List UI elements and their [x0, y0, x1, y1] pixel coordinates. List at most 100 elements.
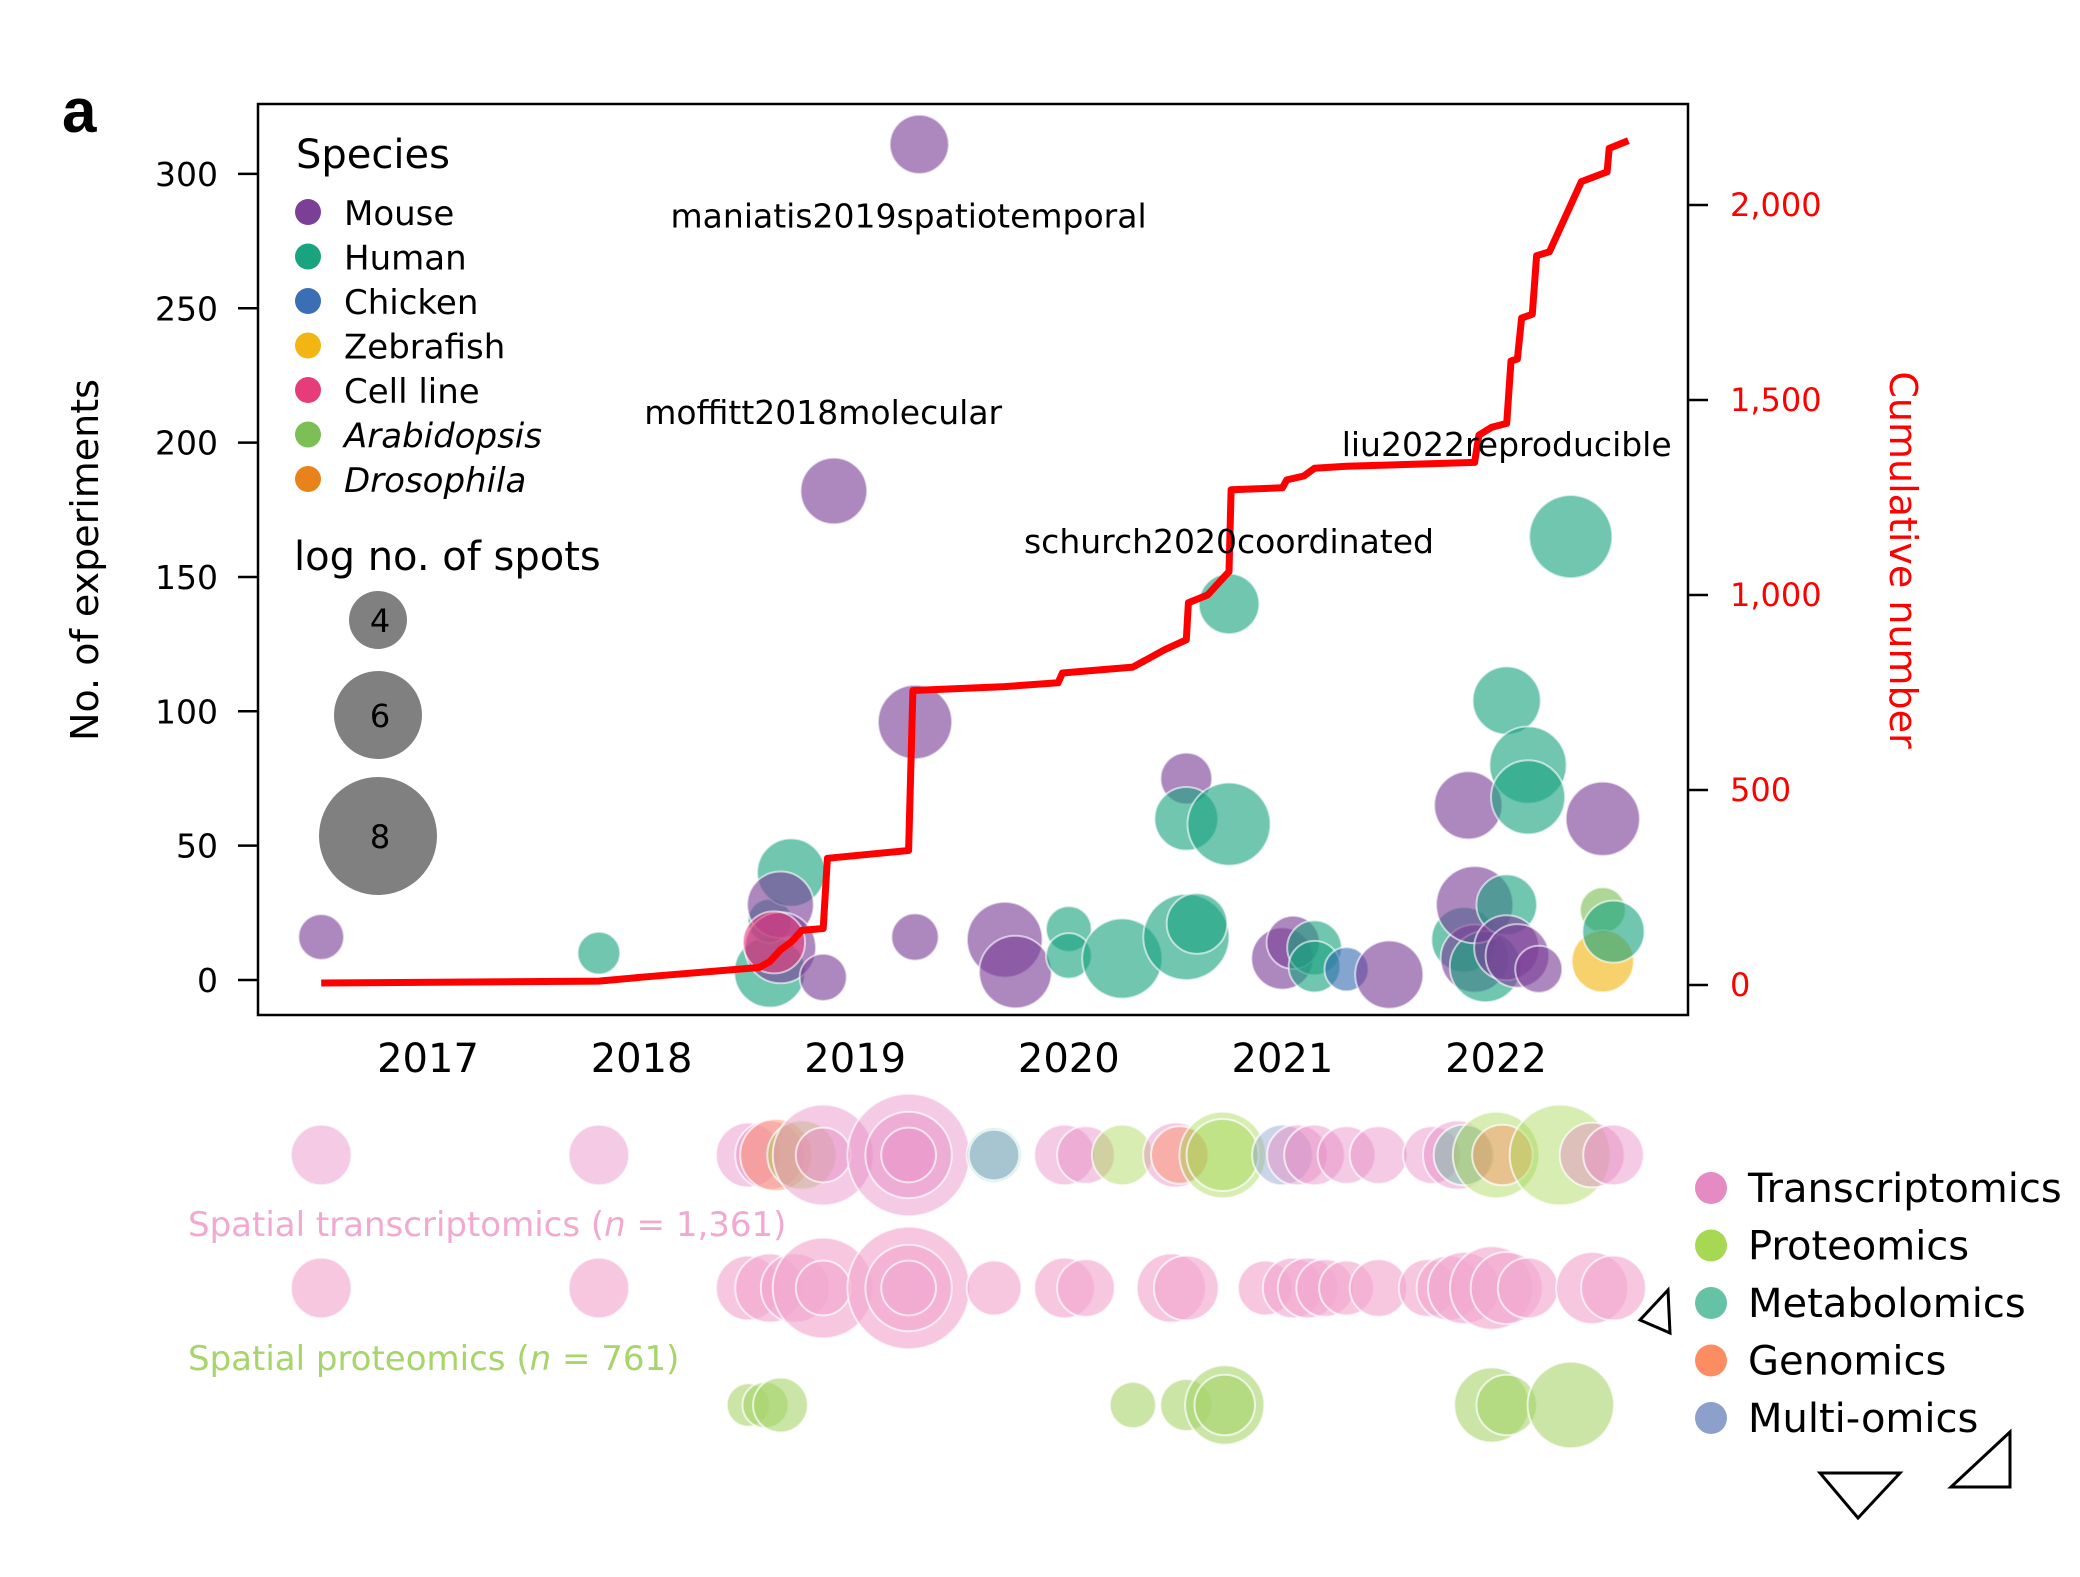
y2-tick-label: 2,000: [1730, 186, 1822, 224]
x-tick-label: 2021: [1232, 1036, 1334, 1082]
strip-bubble-mixed: [567, 1123, 631, 1187]
x-tick-label: 2018: [591, 1036, 693, 1082]
strip-bubble-transcriptomics: [1580, 1254, 1647, 1322]
y2-tick-label: 1,500: [1730, 381, 1822, 419]
cumulative-line-layer: [321, 137, 1630, 987]
y-tick-label: 100: [155, 692, 218, 731]
bubble-mouse: [978, 934, 1053, 1010]
bubble-layer: [297, 113, 1646, 1010]
omics-legend-label: Proteomics: [1748, 1224, 1969, 1270]
omics-swatch-transcriptomics: [1695, 1172, 1727, 1204]
strip-bubble-mixed: [1348, 1125, 1409, 1185]
omics-swatch-metabolomics: [1695, 1287, 1727, 1319]
strip-bubble-mixed: [1316, 1125, 1377, 1185]
size-legend-circle: [334, 671, 422, 759]
strip-bubble-mixed: [1178, 1110, 1267, 1200]
y-tick-label: 50: [176, 827, 218, 866]
y2-axis-label: Cumulative number: [1881, 371, 1925, 749]
size-legend-circle: [349, 591, 407, 649]
study-annotation: moffitt2018molecular: [644, 393, 1002, 432]
size-legend-title: log no. of spots: [294, 534, 601, 580]
bubble-mouse: [1514, 944, 1564, 994]
strip-bubble-proteomics: [1108, 1380, 1157, 1430]
row-label-proteomics: Spatial proteomics (n = 761): [188, 1339, 679, 1379]
strip-bubble-mixed: [739, 1118, 814, 1192]
strip-bubble-mixed: [965, 1126, 1023, 1184]
legend-label: Zebrafish: [344, 328, 505, 368]
bubble-mouse: [1354, 939, 1425, 1010]
legend-swatch-cell-line: [295, 377, 321, 403]
triangle-down-icon: [1816, 1471, 1904, 1521]
bubble-human: [1471, 665, 1542, 736]
legend-swatch-arabidopsis: [295, 421, 321, 448]
annotation-layer: maniatis2019spatiotemporal moffitt2018mol…: [644, 197, 1671, 561]
strip-bubble-mixed: [1471, 1123, 1534, 1187]
strip-bubble-mixed: [1451, 1110, 1541, 1200]
bubble-cell-line: [742, 910, 807, 975]
y-tick-label: 300: [155, 155, 218, 194]
strip-bubble-mixed: [1283, 1123, 1346, 1187]
size-legend: log no. of spots 4 6 8: [294, 534, 601, 895]
x-tick-label: 2019: [804, 1036, 906, 1082]
bubble-human: [1165, 892, 1229, 955]
strip-bubble-mixed: [880, 1126, 937, 1184]
strip-bubble-transcriptomics: [965, 1259, 1023, 1317]
omics-legend-label: Multi-omics: [1748, 1396, 1978, 1442]
bubble-mouse: [799, 456, 869, 526]
legend-label: Arabidopsis: [342, 417, 542, 457]
strip-bubble-transcriptomics: [1496, 1256, 1560, 1320]
y-axis-right: 0 500 1,000 1,500 2,000: [1688, 186, 1822, 1004]
study-annotation: liu2022reproducible: [1342, 425, 1672, 464]
bubble-human: [1581, 899, 1646, 964]
strip-bubble-mixed: [864, 1110, 953, 1200]
strip-layer: [289, 1092, 1647, 1450]
strip-bubble-proteomics: [1526, 1360, 1615, 1450]
legend-swatch-drosophila: [295, 466, 321, 492]
strip-bubble-mixed: [715, 1121, 782, 1189]
omics-legend-label: Genomics: [1748, 1339, 1946, 1385]
legend-swatch-mouse: [295, 199, 321, 225]
omics-swatch-proteomics: [1695, 1229, 1727, 1262]
strip-bubble-mixed: [1185, 1118, 1260, 1192]
strip-bubble-proteomics: [1193, 1373, 1256, 1437]
bubble-mouse: [1564, 780, 1641, 857]
bubble-human: [1490, 759, 1567, 836]
omics-legend-label: Metabolomics: [1748, 1281, 2026, 1327]
strip-bubble-mixed: [967, 1128, 1021, 1182]
x-tick-label: 2022: [1445, 1036, 1547, 1082]
y2-tick-label: 1,000: [1730, 576, 1822, 614]
strip-bubble-mixed: [1266, 1123, 1329, 1187]
strip-bubble-transcriptomics: [1056, 1258, 1116, 1318]
bubble-mouse: [297, 913, 345, 961]
x-tick-label: 2017: [377, 1036, 479, 1082]
omics-legend: Transcriptomics Proteomics Metabolomics Gen…: [1695, 1166, 2062, 1442]
strip-bubble-mixed: [1056, 1125, 1116, 1185]
strip-bubble-transcriptomics: [289, 1256, 353, 1320]
strip-bubble-mixed: [771, 1103, 875, 1207]
strip-bubble-mixed: [1033, 1123, 1096, 1187]
size-legend-label: 6: [370, 697, 390, 735]
y-tick-label: 0: [197, 961, 218, 1000]
legend-swatch-chicken: [295, 288, 321, 314]
strip-bubble-mixed: [289, 1123, 353, 1187]
bubble-human: [1186, 781, 1272, 867]
x-tick-label: 2020: [1018, 1036, 1120, 1082]
omics-legend-label: Transcriptomics: [1747, 1166, 2062, 1212]
omics-swatch-multi-omics: [1695, 1402, 1727, 1434]
y2-tick-label: 500: [1730, 771, 1791, 809]
triangle-corner-icon: [1947, 1428, 2012, 1489]
size-legend-label: 4: [370, 602, 390, 640]
strip-bubble-mixed: [766, 1119, 838, 1191]
strip-bubble-transcriptomics: [567, 1256, 631, 1320]
y2-tick-label: 0: [1730, 966, 1750, 1004]
cumulative-line: [321, 137, 1630, 987]
bubble-human: [576, 930, 622, 976]
strip-bubble-mixed: [794, 1126, 852, 1184]
panel-letter: a: [62, 77, 97, 146]
bubble-human: [1528, 494, 1614, 580]
legend-swatch-zebrafish: [295, 332, 321, 359]
size-legend-circle: [319, 777, 437, 895]
strip-bubble-mixed: [1090, 1123, 1154, 1187]
strip-bubble-mixed: [1558, 1121, 1626, 1189]
